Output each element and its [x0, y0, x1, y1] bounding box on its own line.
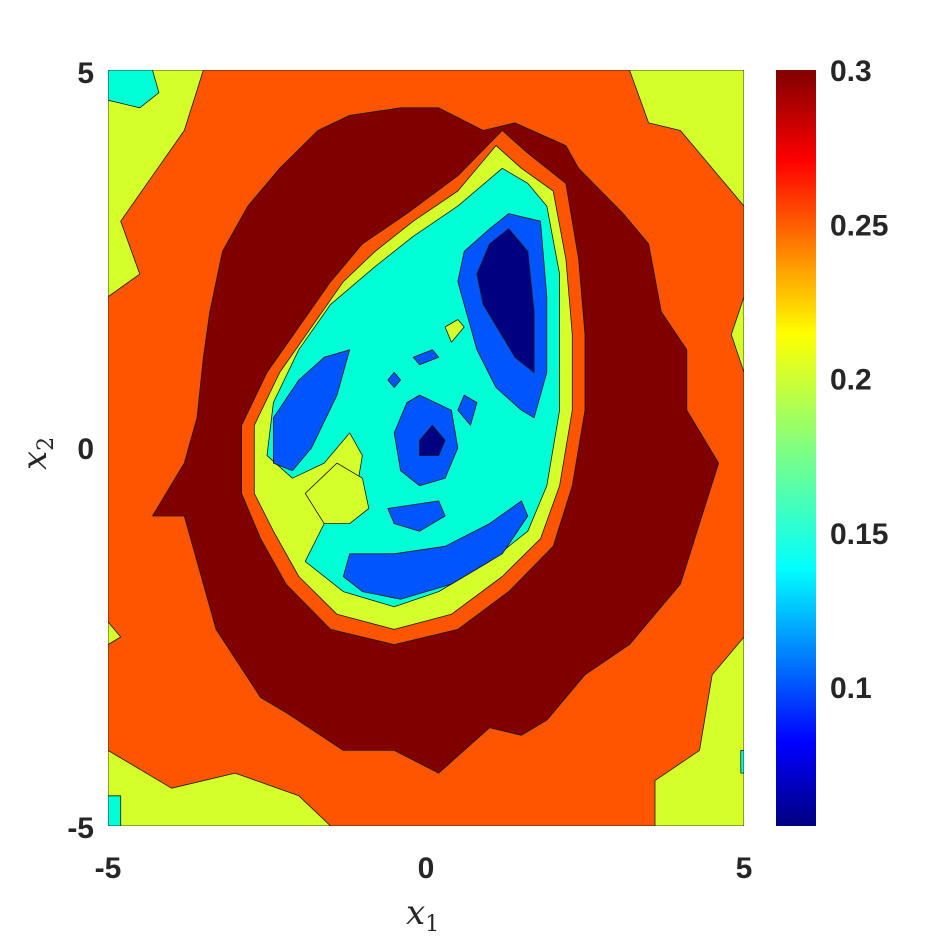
colorbar-tick-label: 0.25	[830, 209, 888, 242]
contour-region-navy-center	[419, 424, 446, 457]
contour-region-yellow-notch	[304, 462, 370, 524]
x-axis-label: x1	[406, 893, 439, 937]
contour-region-blue-small-lower	[387, 500, 446, 532]
svg-text:x1: x1	[406, 893, 439, 937]
x-tick-label: 5	[736, 852, 753, 885]
contour-region-cyan-corner-bottom-left	[108, 795, 122, 826]
y-tick-label: -5	[67, 812, 94, 845]
colorbar-tick-label: 0.1	[830, 672, 872, 705]
contour-region-navy-upper-right	[476, 228, 535, 373]
y-axis-label: x2	[15, 437, 59, 470]
contour-region-blue-small-upper	[412, 349, 440, 366]
contour-region-blue-lower-band	[342, 500, 529, 600]
plot-area	[108, 70, 744, 826]
y-tick-label: 5	[77, 57, 94, 90]
contour-region-yellow-spot	[444, 319, 465, 343]
contour-region-cyan-corner-bottom-right	[740, 750, 744, 774]
y-tick-label: 0	[77, 433, 94, 466]
x-tick-label: 0	[418, 852, 435, 885]
contour-region-blue-small-left	[387, 371, 402, 388]
contour-region-blue-left-lobe	[272, 349, 351, 472]
contour-region-cyan-corner-top-left	[108, 70, 160, 109]
colorbar-tick-label: 0.15	[830, 518, 888, 551]
contour-region-blue-small-right	[457, 394, 478, 426]
x-tick-label: -5	[95, 852, 122, 885]
colorbar	[776, 70, 816, 826]
colorbar-tick-label: 0.3	[830, 55, 872, 88]
colorbar-tick-label: 0.2	[830, 364, 872, 397]
colorbar-ticks: 0.1 0.15 0.2 0.25 0.3	[830, 55, 888, 705]
svg-text:x2: x2	[15, 437, 59, 470]
